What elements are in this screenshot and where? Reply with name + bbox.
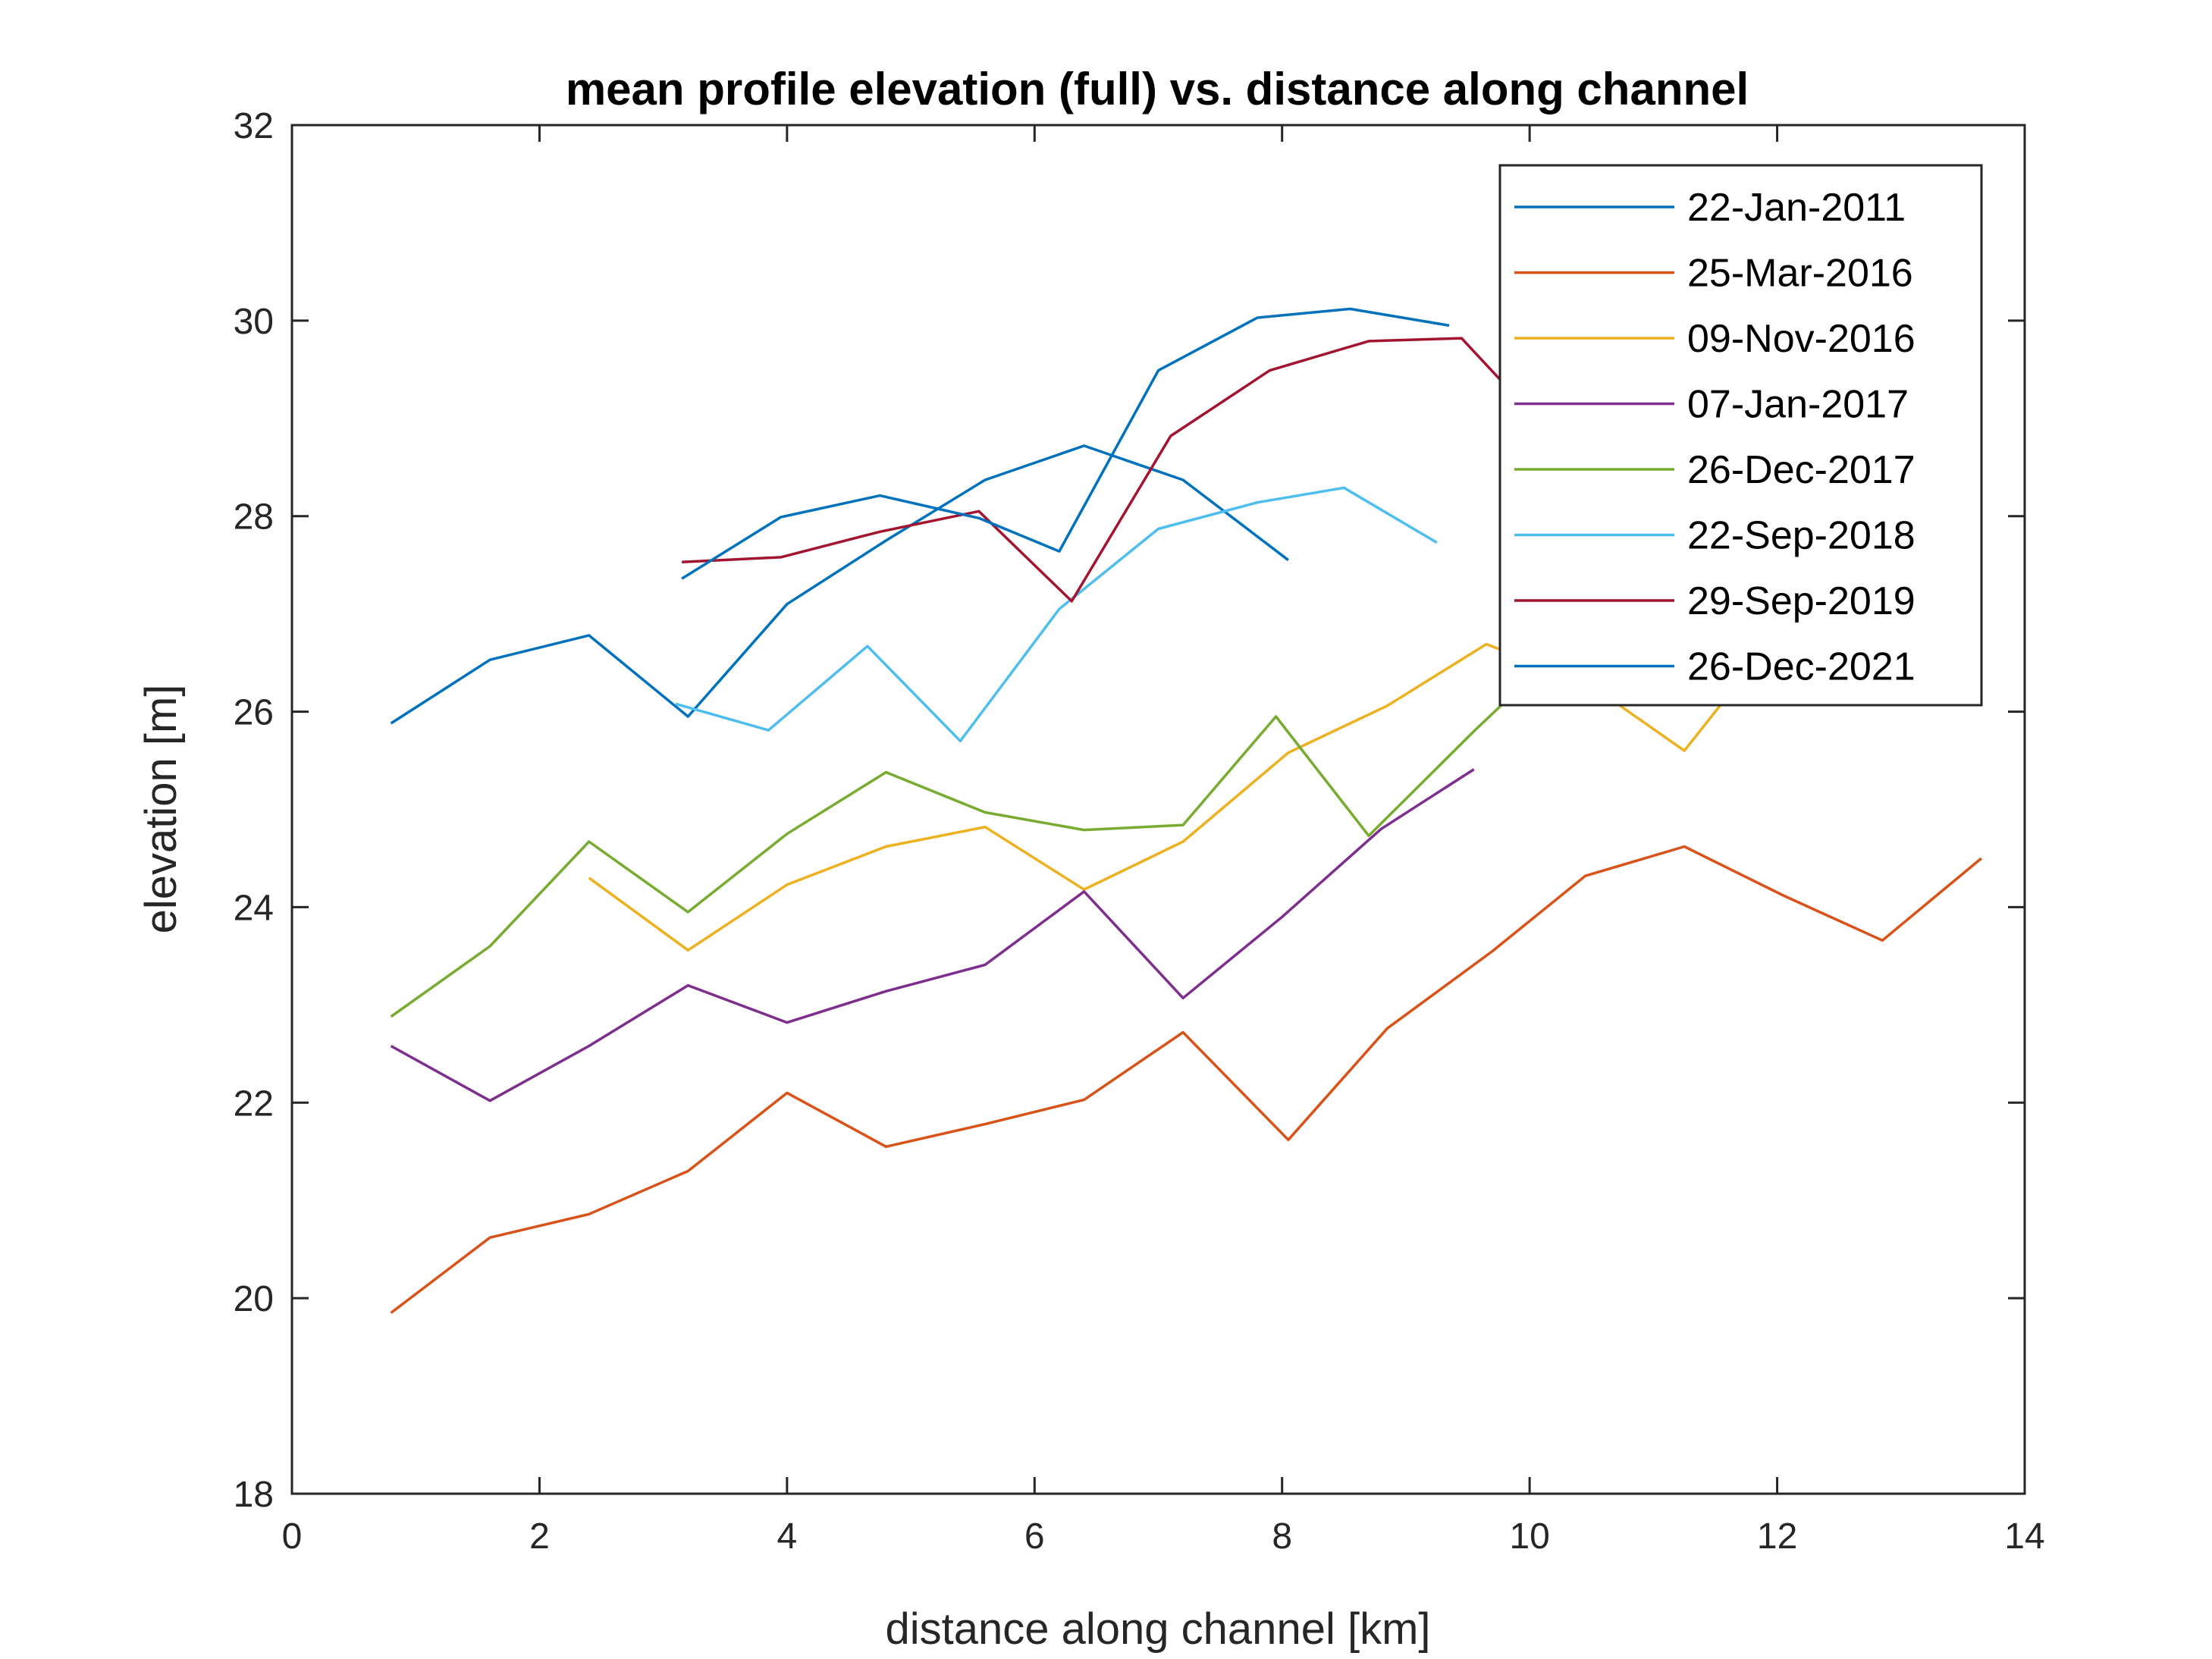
- x-axis-label: distance along channel [km]: [886, 1604, 1431, 1654]
- legend-label: 22-Jan-2011: [1687, 186, 1906, 230]
- series-layer: [390, 307, 1983, 1314]
- legend-label: 09-Nov-2016: [1687, 317, 1915, 361]
- y-tick-label: 28: [234, 497, 274, 538]
- x-tick-label: 8: [1272, 1516, 1292, 1557]
- series-line-29-sep-2019: [682, 337, 1556, 603]
- y-tick-label: 20: [234, 1279, 274, 1319]
- x-tick-label: 12: [1757, 1516, 1797, 1557]
- x-tick-label: 14: [2004, 1516, 2044, 1557]
- y-tick-label: 30: [234, 302, 274, 342]
- series-line-07-jan-2017: [390, 768, 1475, 1102]
- y-tick-label: 26: [234, 693, 274, 733]
- legend-label: 25-Mar-2016: [1687, 252, 1913, 296]
- series-line-22-sep-2018: [675, 486, 1438, 743]
- legend-label: 22-Sep-2018: [1687, 514, 1915, 558]
- x-tick-label: 2: [529, 1516, 550, 1557]
- series-line-25-mar-2016: [390, 845, 1983, 1314]
- y-tick-label: 22: [234, 1084, 274, 1124]
- legend-label: 07-Jan-2017: [1687, 383, 1909, 427]
- y-tick-label: 24: [234, 888, 274, 928]
- x-tick-label: 0: [282, 1516, 303, 1557]
- legend-label: 26-Dec-2017: [1687, 448, 1915, 492]
- x-tick-label: 6: [1024, 1516, 1045, 1557]
- y-tick-label: 32: [234, 106, 274, 146]
- legend-box: [1498, 164, 1983, 707]
- legend-label: 26-Dec-2021: [1687, 645, 1915, 689]
- chart-title: mean profile elevation (full) vs. distan…: [566, 64, 1749, 114]
- legend-label: 29-Sep-2019: [1687, 579, 1915, 623]
- series-line-26-dec-2017: [390, 642, 1568, 1018]
- y-axis-label: elevation [m]: [136, 685, 186, 934]
- x-tick-label: 4: [777, 1516, 798, 1557]
- legend-items: 22-Jan-2011 25-Mar-2016 09-Nov-2016 07-Jan-…: [1514, 186, 1915, 689]
- x-axis-ticks: 0 2 4 6 8 10 12 14: [282, 125, 2045, 1557]
- x-tick-label: 10: [1509, 1516, 1549, 1557]
- y-axis-ticks: 18 20 22 24 26 28 30 32: [234, 106, 2025, 1515]
- series-line-26-dec-2021: [681, 307, 1450, 580]
- series-line-22-jan-2011: [390, 444, 1289, 725]
- y-tick-label: 18: [234, 1475, 274, 1515]
- legend: 22-Jan-2011 25-Mar-2016 09-Nov-2016 07-Jan-…: [1498, 164, 1983, 707]
